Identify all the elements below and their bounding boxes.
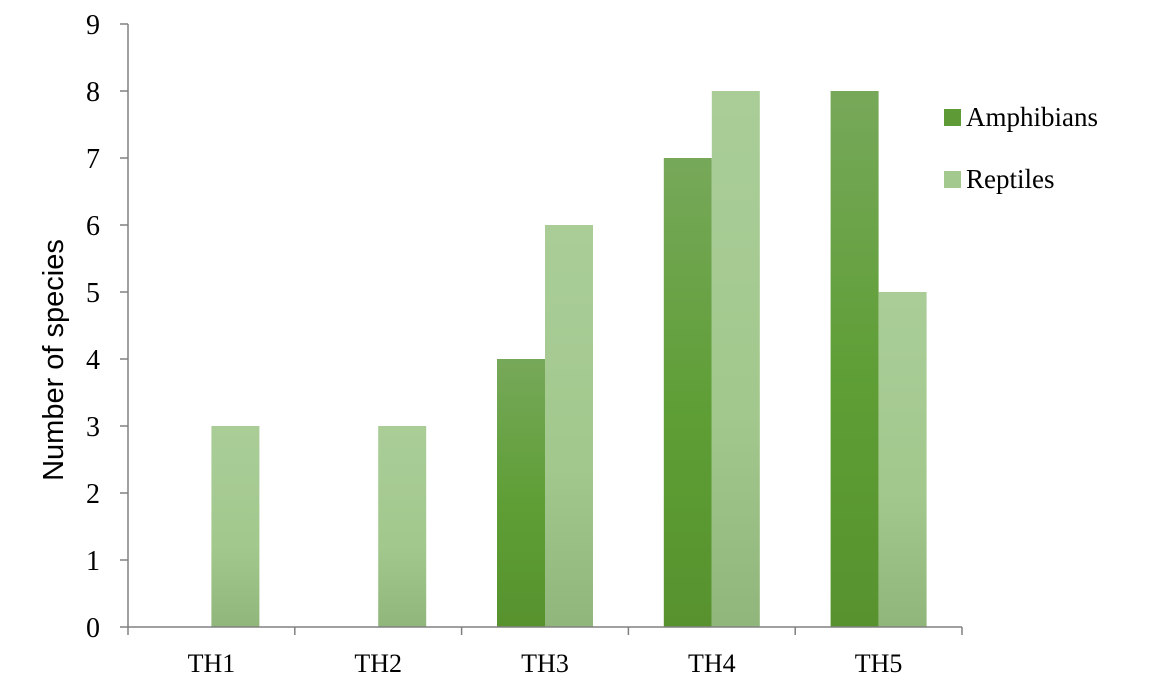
- y-tick-label: 3: [86, 412, 100, 443]
- x-tick-label: TH5: [855, 649, 903, 678]
- y-axis-title: Number of species: [38, 239, 70, 481]
- y-tick-label: 5: [86, 278, 100, 309]
- axes-layer: [120, 23, 963, 635]
- y-tick-label: 9: [86, 10, 100, 41]
- y-tick-label: 8: [86, 77, 100, 108]
- x-tick-label: TH4: [688, 649, 736, 678]
- y-tick-label: 6: [86, 211, 100, 242]
- bar-amphibians-th3: [497, 359, 545, 627]
- x-tick-label: TH2: [354, 649, 402, 678]
- legend: Amphibians Reptiles: [944, 102, 1098, 194]
- bar-reptiles-th5: [878, 292, 927, 627]
- bar-reptiles-th4: [711, 91, 760, 627]
- bar-reptiles-th1: [211, 426, 260, 627]
- bar-reptiles-th2: [378, 426, 427, 627]
- legend-label-amphibians: Amphibians: [966, 102, 1098, 132]
- y-tick-label: 1: [86, 546, 100, 577]
- legend-label-reptiles: Reptiles: [966, 164, 1055, 194]
- bar-amphibians-th4: [663, 158, 712, 627]
- legend-swatch-amphibians: [944, 109, 961, 126]
- bar-amphibians-th5: [830, 91, 879, 627]
- x-tick-label: TH3: [521, 649, 569, 678]
- x-tick-label: TH1: [188, 649, 236, 678]
- y-tick-label: 0: [86, 613, 100, 644]
- y-tick-label: 7: [86, 144, 100, 175]
- labels-layer: 0 1 2 3 4 5 6 7 8 9 TH1 TH2 TH3 TH4 TH5: [86, 10, 902, 678]
- y-tick-label: 2: [86, 479, 100, 510]
- y-tick-label: 4: [86, 345, 100, 376]
- legend-swatch-reptiles: [944, 171, 961, 188]
- bar-reptiles-th3: [545, 225, 593, 627]
- bars-layer: [211, 91, 927, 627]
